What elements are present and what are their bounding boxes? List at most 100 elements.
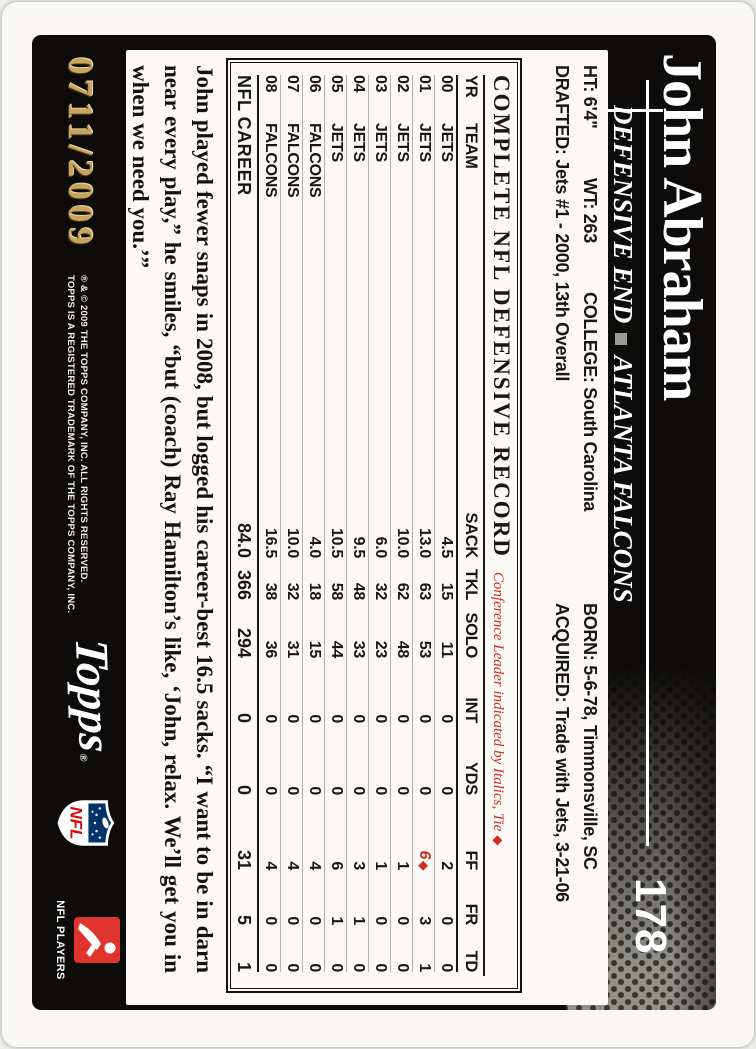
col-header: TKL bbox=[457, 558, 482, 600]
stat-row: 00 JETS 4.5 15 11 0 0 2 0 0 bbox=[434, 75, 457, 972]
stat-cell: 16.5 bbox=[258, 265, 281, 558]
stat-cell: 1 bbox=[412, 925, 435, 972]
team-label: ATLANTA FALCONS bbox=[608, 355, 638, 603]
stat-cell: 33 bbox=[346, 600, 369, 658]
stat-row: 07 FALCONS 10.0 32 31 0 0 4 0 0 bbox=[280, 75, 303, 972]
tie-diamond-icon: ◆ bbox=[491, 835, 506, 846]
col-header: SOLO bbox=[457, 600, 482, 658]
stat-cell: 04 bbox=[346, 75, 369, 123]
stat-cell: 0 bbox=[368, 723, 391, 795]
stat-cell: 6.0 bbox=[368, 265, 391, 558]
stat-cell: 1 bbox=[368, 795, 391, 870]
stat-cell: 03 bbox=[368, 75, 391, 123]
stat-cell: 15 bbox=[434, 558, 457, 600]
col-header: SACK bbox=[457, 265, 482, 558]
stat-cell: 0 bbox=[302, 870, 325, 925]
nfl-players-icon bbox=[74, 917, 120, 963]
stat-cell: 0 bbox=[280, 723, 303, 795]
card-number: 178 bbox=[626, 878, 675, 955]
stat-cell: FALCONS bbox=[302, 123, 325, 265]
stat-cell: 07 bbox=[280, 75, 303, 123]
stat-cell: 15 bbox=[302, 600, 325, 658]
stat-cell: 3 bbox=[346, 795, 369, 870]
stat-cell: 36 bbox=[258, 600, 281, 658]
stat-cell: 18 bbox=[302, 558, 325, 600]
stat-cell: 0 bbox=[412, 723, 435, 795]
stat-cell: JETS bbox=[346, 123, 369, 265]
stat-row: 01 JETS 13.0 63 53 0 0 6◆ 3 1 bbox=[412, 75, 435, 972]
stat-cell: 4.0 bbox=[302, 265, 325, 558]
stats-title: COMPLETE NFL DEFENSIVE RECORD bbox=[489, 75, 514, 558]
bio-born: BORN: 5-6-78, Timmonsville, SC bbox=[580, 603, 600, 870]
stat-cell: 58 bbox=[324, 558, 347, 600]
stat-cell: 0 bbox=[280, 870, 303, 925]
stat-cell: 62 bbox=[390, 558, 413, 600]
stat-row: 08 FALCONS 16.5 38 36 0 0 4 0 0 bbox=[258, 75, 281, 972]
stat-cell: JETS bbox=[368, 123, 391, 265]
stat-cell: 0 bbox=[324, 658, 347, 723]
stat-cell: 0 bbox=[390, 723, 413, 795]
stats-header-row: YR TEAM SACK TKL SOLO INT YDS FF FR TD bbox=[457, 75, 482, 972]
stat-cell: 0 bbox=[434, 870, 457, 925]
stat-cell: 01 bbox=[412, 75, 435, 123]
stat-cell: 0 bbox=[258, 925, 281, 972]
stat-cell: 0 bbox=[258, 658, 281, 723]
stat-cell: 48 bbox=[346, 558, 369, 600]
stat-cell: 0 bbox=[302, 723, 325, 795]
stats-rows: 00 JETS 4.5 15 11 0 0 2 0 0 01 JETS 13.0 63 53 0 0 6◆ 3 1 02… bbox=[258, 75, 457, 972]
bio-height: HT: 6'4" bbox=[580, 65, 600, 129]
stat-cell: 0 bbox=[412, 658, 435, 723]
stat-cell: 0 bbox=[280, 658, 303, 723]
stat-cell: FALCONS bbox=[280, 123, 303, 265]
career-label: NFL CAREER bbox=[231, 75, 258, 265]
serial-number-foil: 0711/2009 bbox=[61, 57, 100, 250]
content-box: HT: 6'4" WT: 263 COLLEGE: South Carolina… bbox=[126, 50, 608, 1005]
stat-cell: 0 bbox=[434, 723, 457, 795]
stat-row: 03 JETS 6.0 32 23 0 0 1 0 0 bbox=[368, 75, 391, 972]
stat-cell: 00 bbox=[434, 75, 457, 123]
col-header: TD bbox=[457, 925, 482, 972]
stat-cell: 0 bbox=[368, 870, 391, 925]
stat-cell: 0 bbox=[390, 658, 413, 723]
copyright-text: ® & © 2009 THE TOPPS COMPANY, INC. ALL R… bbox=[64, 275, 90, 613]
stat-cell: 1 bbox=[390, 795, 413, 870]
stat-cell: 10.5 bbox=[324, 265, 347, 558]
stat-row: 05 JETS 10.5 58 44 0 0 6 1 0 bbox=[324, 75, 347, 972]
career-row: NFL CAREER 84.0 366 294 0 0 31 5 1 bbox=[231, 75, 258, 972]
career-cell: 366 bbox=[231, 558, 258, 600]
bio-acquired: ACQUIRED: Trade with Jets, 3-21-06 bbox=[552, 603, 572, 902]
stat-cell: 0 bbox=[390, 870, 413, 925]
stat-cell: 0 bbox=[324, 723, 347, 795]
stat-cell: FALCONS bbox=[258, 123, 281, 265]
stat-cell: 06 bbox=[302, 75, 325, 123]
stats-panel-inner: COMPLETE NFL DEFENSIVE RECORD Conference… bbox=[230, 62, 518, 989]
col-header: YDS bbox=[457, 723, 482, 795]
player-name: John Abraham bbox=[651, 53, 713, 401]
stat-cell: 0 bbox=[280, 925, 303, 972]
position-team-line: DEFENSIVE END ATLANTA FALCONS bbox=[607, 105, 638, 603]
stat-cell: 48 bbox=[390, 600, 413, 658]
stat-cell: 0 bbox=[302, 925, 325, 972]
stat-cell: 08 bbox=[258, 75, 281, 123]
copyright-line2: TOPPS IS A REGISTERED TRADEMARK OF THE T… bbox=[65, 275, 76, 614]
career-cell: 5 bbox=[231, 870, 258, 925]
career-cell: 1 bbox=[231, 925, 258, 972]
stat-cell: JETS bbox=[390, 123, 413, 265]
stat-cell: 0 bbox=[346, 925, 369, 972]
nfl-shield-icon: NFL bbox=[57, 800, 115, 846]
stat-row: 04 JETS 9.5 48 33 0 0 3 1 0 bbox=[346, 75, 369, 972]
stat-cell: 1 bbox=[346, 870, 369, 925]
stat-cell: 0 bbox=[434, 925, 457, 972]
stat-cell: 0 bbox=[324, 925, 347, 972]
stat-cell: JETS bbox=[324, 123, 347, 265]
stat-cell: 9.5 bbox=[346, 265, 369, 558]
stat-cell: 0 bbox=[434, 658, 457, 723]
career-cell: 31 bbox=[231, 795, 258, 870]
bio-college: COLLEGE: South Carolina bbox=[580, 292, 600, 512]
stat-cell: 11 bbox=[434, 600, 457, 658]
col-header: YR bbox=[457, 75, 482, 123]
stat-cell: 32 bbox=[368, 558, 391, 600]
separator-square-icon bbox=[615, 333, 628, 346]
